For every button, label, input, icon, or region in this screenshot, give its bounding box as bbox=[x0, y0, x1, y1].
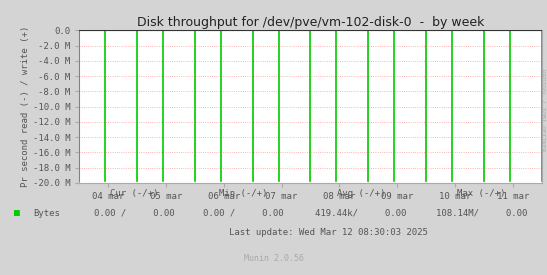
Text: 419.44k/     0.00: 419.44k/ 0.00 bbox=[315, 209, 407, 218]
Text: 108.14M/     0.00: 108.14M/ 0.00 bbox=[435, 209, 527, 218]
Text: RRDTOOL / TOBI OETIKER: RRDTOOL / TOBI OETIKER bbox=[541, 69, 546, 151]
Text: Munin 2.0.56: Munin 2.0.56 bbox=[243, 254, 304, 263]
Y-axis label: Pr second read (-) / write (+): Pr second read (-) / write (+) bbox=[21, 26, 30, 187]
Text: Min (-/+): Min (-/+) bbox=[219, 189, 267, 198]
Text: Cur (-/+): Cur (-/+) bbox=[110, 189, 158, 198]
Title: Disk throughput for /dev/pve/vm-102-disk-0  -  by week: Disk throughput for /dev/pve/vm-102-disk… bbox=[137, 16, 484, 29]
Text: Bytes: Bytes bbox=[33, 209, 60, 218]
Text: ■: ■ bbox=[14, 208, 20, 218]
Text: Max (-/+): Max (-/+) bbox=[457, 189, 505, 198]
Text: 0.00 /     0.00: 0.00 / 0.00 bbox=[203, 209, 284, 218]
Text: Avg (-/+): Avg (-/+) bbox=[337, 189, 385, 198]
Text: 0.00 /     0.00: 0.00 / 0.00 bbox=[94, 209, 174, 218]
Text: Last update: Wed Mar 12 08:30:03 2025: Last update: Wed Mar 12 08:30:03 2025 bbox=[229, 228, 428, 237]
